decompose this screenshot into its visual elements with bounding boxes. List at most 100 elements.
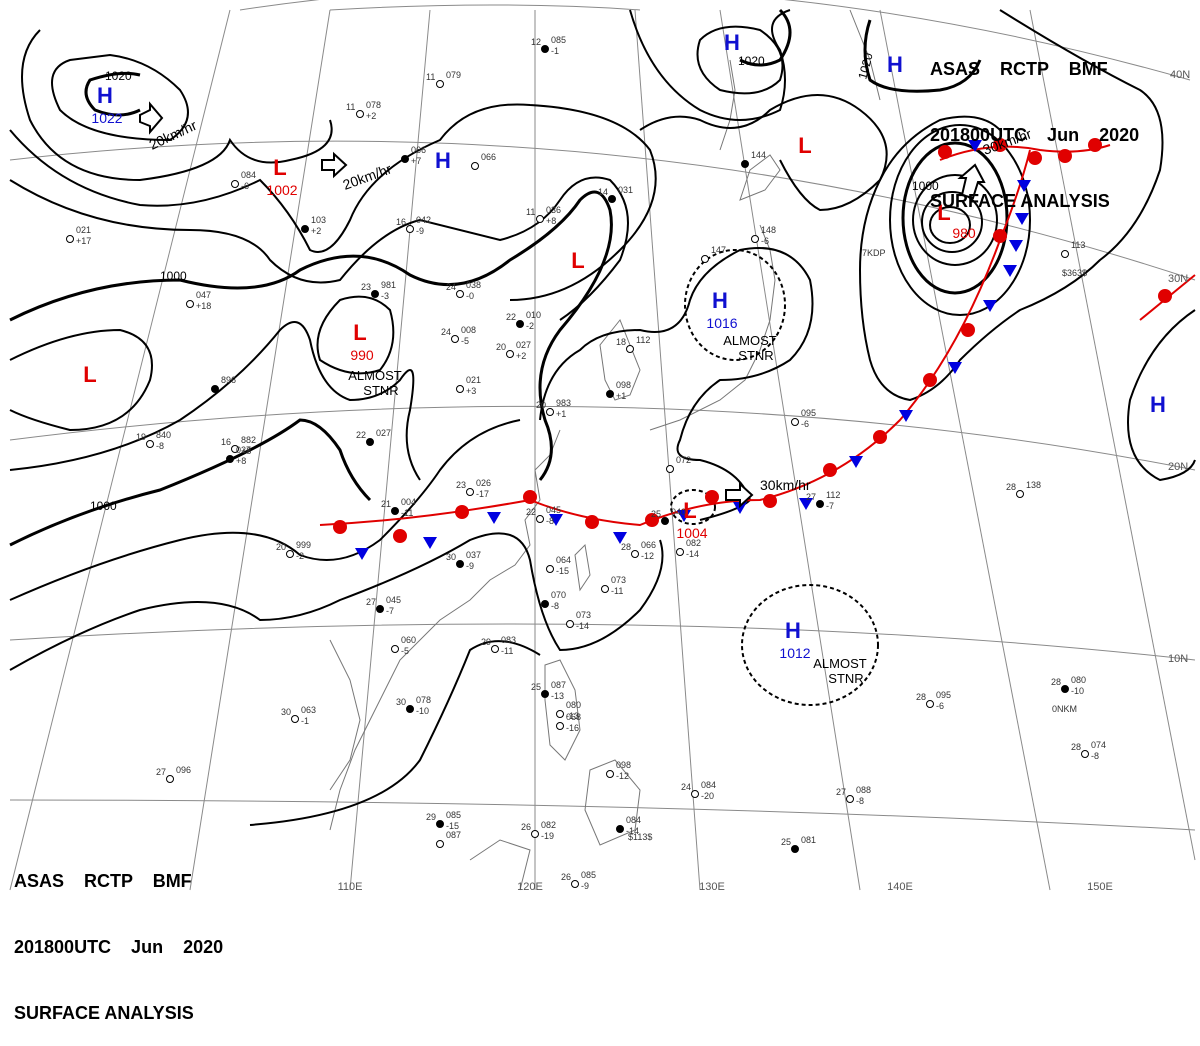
station-pressure: 147 (711, 245, 726, 255)
station-tendency: +1 (616, 391, 626, 401)
pressure-center-value: 980 (952, 225, 976, 241)
station-plot: 144 (741, 150, 766, 168)
station-temperature: 24 (681, 782, 691, 792)
station-temperature: 26 (521, 822, 531, 832)
warm-front-semicircle (1028, 151, 1042, 165)
station-tendency: -11 (501, 646, 513, 656)
station-tendency: +7 (411, 156, 421, 166)
station-plot: 30 078-10 (396, 695, 431, 716)
isobar-north-2 (9, 176, 629, 321)
station-tendency: +17 (76, 236, 91, 246)
station-plot: 098-12 (606, 760, 631, 781)
station-circle (66, 235, 74, 243)
lon-label: 110E (338, 881, 363, 893)
station-plot: 021+17 (66, 225, 91, 246)
station-circle (211, 385, 219, 393)
station-circle (666, 465, 674, 473)
station-pressure: 064 (556, 555, 571, 565)
station-plot: 16 042-9 (396, 215, 431, 236)
station-pressure: 882 (241, 435, 256, 445)
station-plot: 27 045-7 (366, 595, 401, 616)
station-tendency: -5 (401, 646, 409, 656)
station-tendency: -10 (1071, 686, 1084, 696)
station-pressure: 999 (296, 540, 311, 550)
motion-speed-label: 30km/hr (760, 477, 811, 493)
low-center-symbol: L (353, 320, 366, 345)
cold-front-triangle (677, 510, 691, 522)
cold-front-triangle (1009, 240, 1023, 252)
isobar-nw-ring3 (21, 29, 333, 182)
station-tendency: +18 (196, 301, 211, 311)
coast-china (329, 429, 561, 831)
station-temperature: 30 (396, 697, 406, 707)
station-pressure: 040 (671, 507, 686, 517)
pressure-center-value: 1004 (676, 525, 707, 541)
station-plot: 047+18 (186, 290, 211, 311)
warm-front-semicircle (333, 520, 347, 534)
station-pressure: 038 (466, 280, 481, 290)
station-pressure: 080 (1071, 675, 1086, 685)
station-temperature: 14 (598, 187, 608, 197)
station-circle (231, 180, 239, 188)
station-tendency: -8 (856, 796, 864, 806)
station-circle (661, 517, 669, 525)
cold-front-triangle (1015, 213, 1029, 225)
station-plot: 082-14 (676, 538, 701, 559)
station-circle (516, 320, 524, 328)
warm-front-semicircle (1088, 138, 1102, 152)
station-tendency: -5 (461, 336, 469, 346)
station-temperature: 22 (506, 312, 516, 322)
station-pressure: 060 (401, 635, 416, 645)
isobar-nw-ring2 (51, 53, 189, 142)
station-plot: 084-6 (231, 170, 256, 191)
isobar-1000-mid (9, 418, 372, 547)
station-circle (291, 715, 299, 723)
cold-front-triangle (1017, 180, 1031, 192)
cold-front-triangle (1003, 265, 1017, 277)
station-pressure: 896 (221, 375, 236, 385)
station-tendency: -0 (466, 291, 474, 301)
station-pressure: 045 (546, 505, 561, 515)
almost-stationary-label: ALMOST (348, 368, 402, 383)
station-tendency: +8 (236, 456, 246, 466)
station-temperature: 22 (526, 507, 536, 517)
station-tendency: -15 (556, 566, 569, 576)
station-plot: 073-11 (601, 575, 626, 596)
coast-kamchatka (849, 9, 881, 101)
station-plot: 30 037-9 (446, 550, 481, 571)
station-circle (556, 710, 564, 718)
station-misc-text: $363$ (1062, 268, 1087, 278)
station-circle (436, 820, 444, 828)
station-pressure: 113 (1071, 240, 1085, 250)
station-temperature: 25 (531, 682, 541, 692)
station-plot: 064-15 (546, 555, 571, 576)
station-temperature: 16 (221, 437, 231, 447)
station-pressure: 088 (856, 785, 871, 795)
station-pressure: 981 (381, 280, 396, 290)
header-line2: 201800UTC Jun 2020 (930, 125, 1140, 145)
station-tendency: -14 (626, 826, 639, 836)
station-pressure: 081 (801, 835, 816, 845)
station-plot: 14 031 (598, 185, 633, 203)
isobar-1016-dashed (684, 249, 786, 361)
lon-label: 150E (1087, 881, 1113, 893)
station-pressure: 084 (701, 780, 716, 790)
low-center-symbol: L (798, 133, 811, 158)
station-circle (466, 488, 474, 496)
station-circle (536, 515, 544, 523)
station-plot: 25 081 (781, 835, 816, 853)
station-plot: 095-6 (791, 408, 816, 429)
station-plot: 147 (701, 245, 726, 263)
station-plot: 21 004-11 (381, 497, 416, 518)
cold-front-triangle (799, 498, 813, 510)
station-temperature: 16 (396, 217, 406, 227)
header-line3: SURFACE ANALYSIS (930, 191, 1110, 211)
station-plot: 24 084-20 (681, 780, 716, 801)
station-circle (436, 80, 444, 88)
header-line1: ASAS RCTP BMF (930, 59, 1108, 79)
station-circle (456, 560, 464, 568)
meridian-105e (189, 9, 331, 891)
isobar-1004-dashed (670, 489, 716, 525)
warm-front-semicircle (961, 323, 975, 337)
cold-front-triangle (613, 532, 627, 544)
